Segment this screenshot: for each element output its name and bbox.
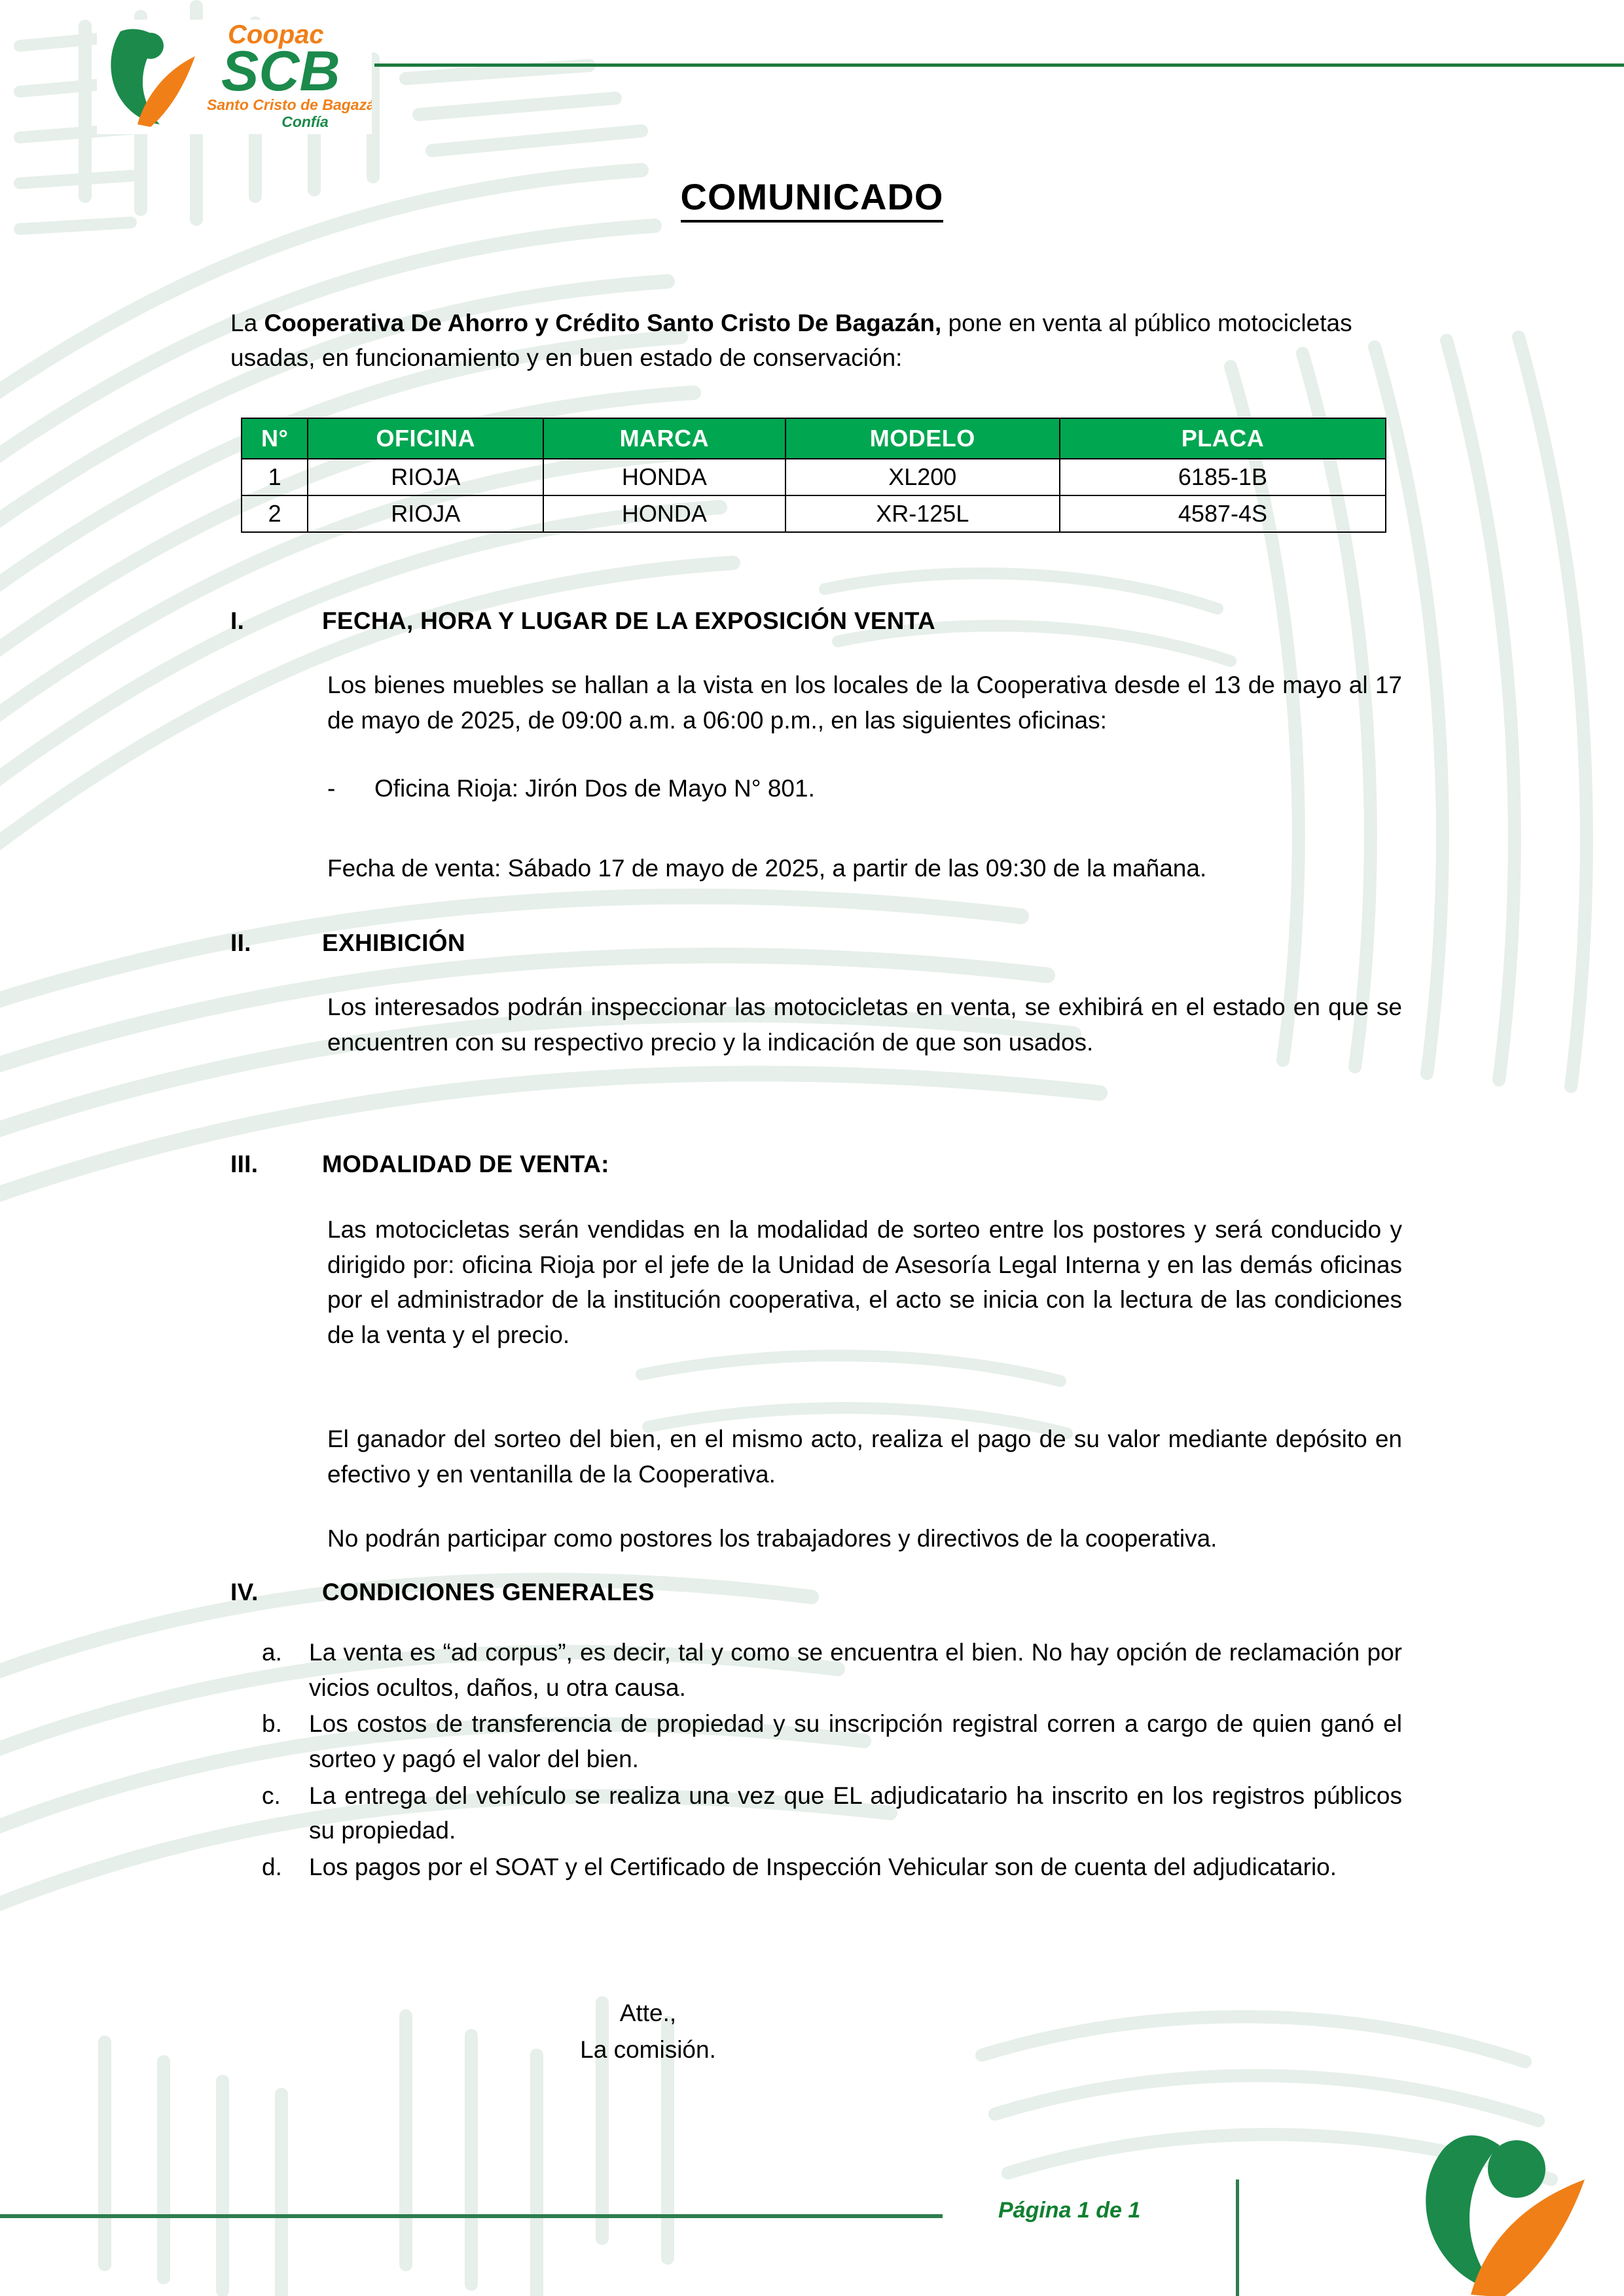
section-i-title: FECHA, HORA Y LUGAR DE LA EXPOSICIÓN VEN… — [322, 607, 936, 634]
cell-marca: HONDA — [543, 495, 786, 533]
table-header-row: N° OFICINA MARCA MODELO PLACA — [240, 418, 1387, 459]
table-row: 1 RIOJA HONDA XL200 6185-1B — [240, 458, 1387, 496]
motorcycles-table: N° OFICINA MARCA MODELO PLACA 1 RIOJA HO… — [240, 418, 1387, 533]
closing-salutation: Atte., — [619, 2000, 677, 2026]
section-iii-number: III. — [230, 1151, 259, 1177]
section-iv-title: CONDICIONES GENERALES — [322, 1579, 655, 1605]
table-header-oficina: OFICINA — [307, 418, 545, 459]
section-iii: III. MODALIDAD DE VENTA: — [230, 1151, 1402, 1178]
section-ii-title: EXHIBICIÓN — [322, 929, 465, 956]
header-band: Coopac SCB Santo Cristo de Bagazán Confí… — [0, 0, 1624, 151]
header-divider-line — [374, 63, 1624, 67]
section-i: I. FECHA, HORA Y LUGAR DE LA EXPOSICIÓN … — [230, 607, 1402, 635]
cell-oficina: RIOJA — [307, 458, 545, 496]
list-item-marker: c. — [262, 1782, 281, 1809]
cell-modelo: XL200 — [784, 458, 1060, 496]
section-i-office-item: - Oficina Rioja: Jirón Dos de Mayo N° 80… — [327, 771, 1402, 806]
section-iii-paragraph-1: Las motocicletas serán vendidas en la mo… — [327, 1216, 1402, 1348]
section-iv-heading: IV. CONDICIONES GENERALES — [230, 1579, 1402, 1606]
section-i-heading: I. FECHA, HORA Y LUGAR DE LA EXPOSICIÓN … — [230, 607, 1402, 635]
section-ii: II. EXHIBICIÓN — [230, 929, 1402, 957]
list-item-text: Los costos de transferencia de propiedad… — [309, 1710, 1402, 1772]
table-header-placa: PLACA — [1058, 418, 1387, 459]
list-item-marker: b. — [262, 1710, 282, 1738]
svg-text:SCB: SCB — [221, 40, 340, 103]
footer-divider-line — [0, 2214, 943, 2218]
table-header-modelo: MODELO — [784, 418, 1060, 459]
section-ii-number: II. — [230, 929, 251, 956]
cell-placa: 6185-1B — [1058, 458, 1387, 496]
coopac-scb-logo: Coopac SCB Santo Cristo de Bagazán Confí… — [97, 20, 372, 134]
page-number-label: Página 1 de 1 — [998, 2198, 1141, 2223]
section-i-paragraph: Los bienes muebles se hallan a la vista … — [327, 672, 1402, 734]
section-iii-title: MODALIDAD DE VENTA: — [322, 1151, 609, 1177]
section-iii-paragraph-2: El ganador del sorteo del bien, en el mi… — [327, 1426, 1402, 1488]
section-i-number: I. — [230, 607, 245, 634]
intro-lead: La — [230, 310, 264, 336]
cell-placa: 4587-4S — [1058, 495, 1387, 533]
list-item: c. La entrega del vehículo se realiza un… — [262, 1778, 1402, 1848]
section-ii-heading: II. EXHIBICIÓN — [230, 929, 1402, 957]
cell-modelo: XR-125L — [784, 495, 1060, 533]
cell-n: 2 — [240, 495, 309, 533]
section-iv: IV. CONDICIONES GENERALES — [230, 1579, 1402, 1606]
section-iv-number: IV. — [230, 1579, 259, 1605]
footer-vertical-rule — [1236, 2179, 1239, 2296]
cell-oficina: RIOJA — [307, 495, 545, 533]
list-item-text: La entrega del vehículo se realiza una v… — [309, 1782, 1402, 1844]
page-title-text: COMUNICADO — [680, 176, 944, 223]
closing-block: Atte., La comisión. — [419, 1995, 877, 2068]
intro-entity-name: Cooperativa De Ahorro y Crédito Santo Cr… — [264, 310, 942, 336]
section-iii-paragraph-3: No podrán participar como postores los t… — [327, 1525, 1218, 1552]
section-iii-heading: III. MODALIDAD DE VENTA: — [230, 1151, 1402, 1178]
table-row: 2 RIOJA HONDA XR-125L 4587-4S — [240, 495, 1387, 533]
svg-text:Confía: Confía — [281, 113, 329, 130]
section-i-office-text: Oficina Rioja: Jirón Dos de Mayo N° 801. — [374, 775, 815, 802]
intro-paragraph: La Cooperativa De Ahorro y Crédito Santo… — [230, 306, 1402, 375]
table-header-marca: MARCA — [543, 418, 786, 459]
svg-text:Santo Cristo de Bagazán: Santo Cristo de Bagazán — [207, 96, 372, 113]
closing-signature: La comisión. — [580, 2036, 716, 2063]
list-item-marker: d. — [262, 1853, 282, 1880]
cell-n: 1 — [240, 458, 309, 496]
dash-bullet: - — [327, 775, 336, 802]
list-item-text: La venta es “ad corpus”, es decir, tal y… — [309, 1639, 1402, 1701]
list-item: d. Los pagos por el SOAT y el Certificad… — [262, 1850, 1402, 1885]
section-ii-paragraph: Los interesados podrán inspeccionar las … — [327, 994, 1402, 1056]
list-item: a. La venta es “ad corpus”, es decir, ta… — [262, 1635, 1402, 1705]
page-title: COMUNICADO — [0, 175, 1624, 223]
table-header-n: N° — [240, 418, 309, 459]
list-item: b. Los costos de transferencia de propie… — [262, 1706, 1402, 1776]
list-item-text: Los pagos por el SOAT y el Certificado d… — [309, 1853, 1337, 1880]
cell-marca: HONDA — [543, 458, 786, 496]
list-item-marker: a. — [262, 1639, 282, 1666]
conditions-list: a. La venta es “ad corpus”, es decir, ta… — [262, 1635, 1402, 1886]
section-i-sale-date: Fecha de venta: Sábado 17 de mayo de 202… — [327, 855, 1207, 882]
scb-mark-icon — [1388, 2119, 1604, 2296]
